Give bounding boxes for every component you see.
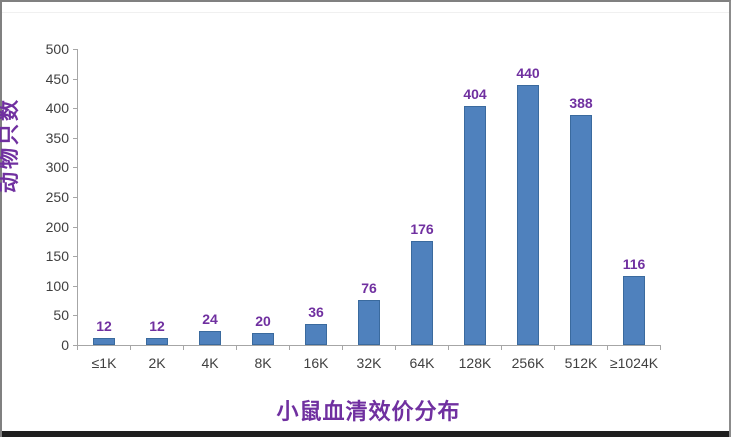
bar-value-label: 24 [202,311,218,327]
y-axis-tick [73,345,77,346]
bar [305,324,327,345]
x-tick-label: 64K [409,355,435,371]
x-axis-tick [554,346,555,350]
x-tick-label: 4K [201,355,219,371]
bar-value-label: 116 [622,256,646,272]
x-axis-tick [77,346,78,350]
y-axis-tick [73,167,77,168]
bar [517,85,539,345]
x-axis-tick [289,346,290,350]
x-tick-label: ≥1024K [609,355,659,371]
bar-value-label: 76 [361,280,377,296]
x-axis-title: 小鼠血清效价分布 [276,399,461,424]
bar-value-label: 176 [410,221,434,237]
y-axis-tick [73,108,77,109]
x-axis-line [77,345,661,346]
bar [570,115,592,345]
y-axis-tick [73,227,77,228]
y-tick-label: 150 [45,248,69,264]
y-axis-tick [73,79,77,80]
x-tick-label: 32K [356,355,382,371]
x-tick-label: 8K [254,355,272,371]
y-axis-tick [73,49,77,50]
y-axis-tick [73,286,77,287]
bar [199,331,221,345]
x-axis-tick [395,346,396,350]
x-axis-tick [448,346,449,350]
x-tick-label: ≤1K [91,355,117,371]
window-top-divider [2,12,729,13]
y-tick-label: 250 [45,189,69,205]
y-tick-label: 0 [61,337,69,353]
x-tick-label: 16K [303,355,329,371]
bar [93,338,115,345]
x-tick-label: 2K [148,355,166,371]
y-axis-tick [73,315,77,316]
y-tick-label: 500 [45,41,69,57]
bar-value-label: 36 [308,304,324,320]
bar-value-label: 12 [96,318,112,334]
y-tick-label: 450 [45,71,69,87]
y-axis-tick [73,256,77,257]
x-axis-tick [236,346,237,350]
bar [146,338,168,345]
bar-value-label: 20 [255,313,271,329]
y-tick-label: 200 [45,219,69,235]
x-axis-tick [501,346,502,350]
bar-value-label: 12 [149,318,165,334]
x-axis-tick [660,346,661,350]
bar [411,241,433,345]
y-axis-tick [73,197,77,198]
y-tick-label: 300 [45,159,69,175]
x-axis-tick [130,346,131,350]
bar [358,300,380,345]
y-tick-label: 100 [45,278,69,294]
bar [252,333,274,345]
bar [623,276,645,345]
y-tick-label: 350 [45,130,69,146]
x-axis-tick [342,346,343,350]
y-axis-tick [73,138,77,139]
x-axis-tick [607,346,608,350]
bar [464,106,486,345]
bar-value-label: 388 [569,95,593,111]
bar-value-label: 404 [463,86,487,102]
x-tick-label: 128K [458,355,492,371]
x-tick-label: 256K [511,355,545,371]
x-axis-tick [183,346,184,350]
y-tick-label: 50 [53,307,69,323]
bottom-bar [2,431,729,437]
bar-value-label: 440 [516,65,540,81]
x-tick-label: 512K [564,355,598,371]
y-axis-line [77,49,78,346]
y-tick-label: 400 [45,100,69,116]
